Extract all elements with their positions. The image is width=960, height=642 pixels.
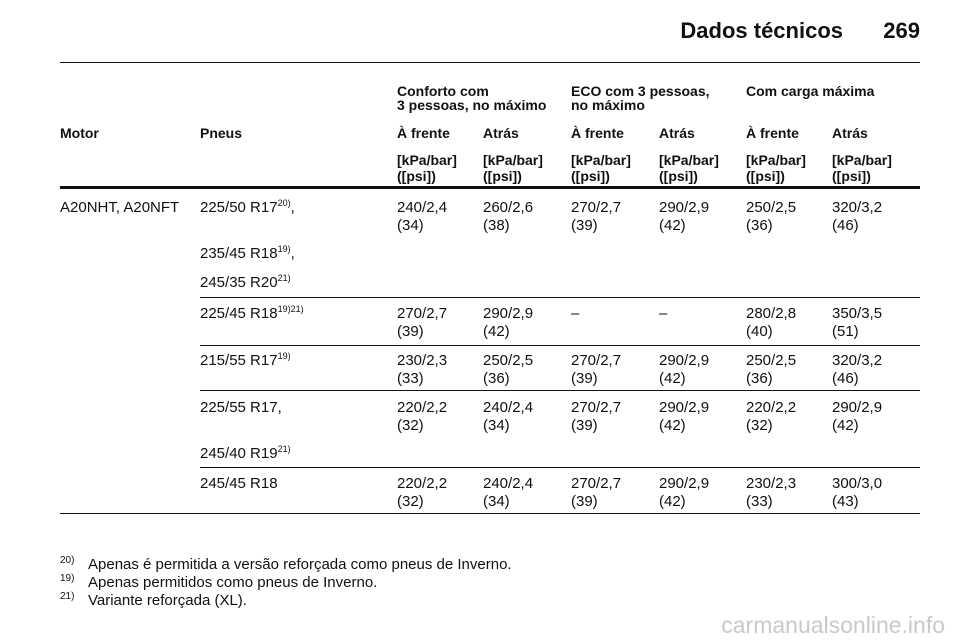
pressure-value: 290/2,9 (42) bbox=[659, 399, 710, 434]
pressure-value: 220/2,2 (32) bbox=[397, 475, 448, 510]
pressure-value: 290/2,9 (42) bbox=[483, 305, 534, 340]
unit-header: [kPa/bar] ([psi]) bbox=[483, 152, 543, 184]
pressure-value: 290/2,9 (42) bbox=[659, 475, 710, 510]
group-header: ECO com 3 pessoas, no máximo bbox=[571, 83, 710, 113]
unit-header: [kPa/bar] ([psi]) bbox=[397, 152, 457, 184]
pressure-value: 270/2,7 (39) bbox=[571, 199, 622, 234]
pressure-value: 290/2,9 (42) bbox=[659, 352, 710, 387]
pressure-value: 250/2,5 (36) bbox=[746, 352, 797, 387]
tire-text: 225/55 R17 bbox=[200, 399, 278, 416]
motor: A20NHT, A20NFT bbox=[60, 199, 180, 216]
group-header: Com carga máxima bbox=[746, 83, 875, 99]
pressure-value: 280/2,8 (40) bbox=[746, 305, 797, 340]
pressure-value: 250/2,5 (36) bbox=[483, 352, 534, 387]
pressure-value: 240/2,4 (34) bbox=[483, 399, 534, 434]
pressure-value: 300/3,0 (43) bbox=[832, 475, 883, 510]
tire-text: 245/40 R19 bbox=[200, 445, 278, 462]
pressure-value: 350/3,5 (51) bbox=[832, 305, 883, 340]
tire-text: 235/45 R18 bbox=[200, 245, 278, 262]
column-header: À frente bbox=[397, 125, 450, 141]
column-header: À frente bbox=[571, 125, 624, 141]
pressure-value: 250/2,5 (36) bbox=[746, 199, 797, 234]
row-rule bbox=[200, 467, 920, 468]
tire-size: 225/45 R1819)21) bbox=[200, 305, 304, 323]
watermark: carmanualsonline.info bbox=[721, 612, 945, 638]
tire-text: 245/45 R18 bbox=[200, 475, 278, 492]
pressure-value: 270/2,7 (39) bbox=[397, 305, 448, 340]
tire-text: 225/50 R17 bbox=[200, 199, 278, 216]
pressure-value: 230/2,3 (33) bbox=[397, 352, 448, 387]
footnote-mark: 20) bbox=[60, 555, 75, 566]
tire-size: 225/55 R17, bbox=[200, 399, 282, 417]
footnote-text: Variante reforçada (XL). bbox=[88, 592, 247, 609]
column-header: Atrás bbox=[483, 125, 519, 141]
table-head-rule bbox=[60, 186, 920, 189]
tire-suffix: , bbox=[290, 245, 295, 262]
pressure-value: 290/2,9 (42) bbox=[832, 399, 883, 434]
group-header: Conforto com 3 pessoas, no máximo bbox=[397, 83, 547, 113]
row-rule bbox=[200, 297, 920, 298]
page-title: Dados técnicos bbox=[680, 18, 843, 43]
footnote-ref: 19) bbox=[277, 351, 291, 361]
unit-header: [kPa/bar] ([psi]) bbox=[832, 152, 892, 184]
row-rule bbox=[200, 390, 920, 391]
pressure-value: – bbox=[571, 305, 580, 322]
pressure-value: 230/2,3 (33) bbox=[746, 475, 797, 510]
tire-text: 215/55 R17 bbox=[200, 352, 278, 369]
column-header: À frente bbox=[746, 125, 799, 141]
column-header: Motor bbox=[60, 125, 99, 141]
pressure-value: 270/2,7 (39) bbox=[571, 352, 622, 387]
pressure-value: 290/2,9 (42) bbox=[659, 199, 710, 234]
footnote-ref: 21) bbox=[277, 444, 291, 454]
pressure-value: 270/2,7 (39) bbox=[571, 475, 622, 510]
tire-suffix: , bbox=[277, 399, 282, 416]
header-rule bbox=[60, 62, 920, 63]
pressure-value: 320/3,2 (46) bbox=[832, 199, 883, 234]
row-rule bbox=[200, 345, 920, 346]
footnote-ref: 21) bbox=[277, 273, 291, 283]
row-rule bbox=[60, 513, 920, 514]
tire-size: 245/35 R2021) bbox=[200, 274, 291, 292]
column-header: Atrás bbox=[832, 125, 868, 141]
footnote-ref: 19)21) bbox=[277, 304, 304, 314]
column-header: Pneus bbox=[200, 125, 243, 141]
footnote-mark: 21) bbox=[60, 591, 75, 602]
tire-size: 245/45 R18 bbox=[200, 475, 278, 493]
unit-header: [kPa/bar] ([psi]) bbox=[571, 152, 631, 184]
page-number: 269 bbox=[883, 18, 920, 43]
pressure-value: – bbox=[659, 305, 668, 322]
footnote-ref: 20) bbox=[277, 198, 291, 208]
pressure-value: 220/2,2 (32) bbox=[397, 399, 448, 434]
pressure-value: 220/2,2 (32) bbox=[746, 399, 797, 434]
pressure-value: 240/2,4 (34) bbox=[397, 199, 448, 234]
column-header: Atrás bbox=[659, 125, 695, 141]
tire-text: 245/35 R20 bbox=[200, 274, 278, 291]
tire-size: 215/55 R1719) bbox=[200, 352, 291, 370]
footnote-mark: 19) bbox=[60, 573, 75, 584]
footnote-ref: 19) bbox=[277, 244, 291, 254]
tire-suffix: , bbox=[290, 199, 295, 216]
unit-header: [kPa/bar] ([psi]) bbox=[746, 152, 806, 184]
tire-size: 245/40 R1921) bbox=[200, 445, 291, 463]
footnote-text: Apenas é permitida a versão reforçada co… bbox=[88, 556, 512, 573]
tire-text: 225/45 R18 bbox=[200, 305, 278, 322]
footnote-text: Apenas permitidos como pneus de Inverno. bbox=[88, 574, 378, 591]
pressure-value: 270/2,7 (39) bbox=[571, 399, 622, 434]
pressure-value: 320/3,2 (46) bbox=[832, 352, 883, 387]
pressure-value: 240/2,4 (34) bbox=[483, 475, 534, 510]
pressure-value: 260/2,6 (38) bbox=[483, 199, 534, 234]
tire-size: 225/50 R1720), bbox=[200, 199, 295, 217]
tire-size: 235/45 R1819), bbox=[200, 245, 295, 263]
unit-header: [kPa/bar] ([psi]) bbox=[659, 152, 719, 184]
